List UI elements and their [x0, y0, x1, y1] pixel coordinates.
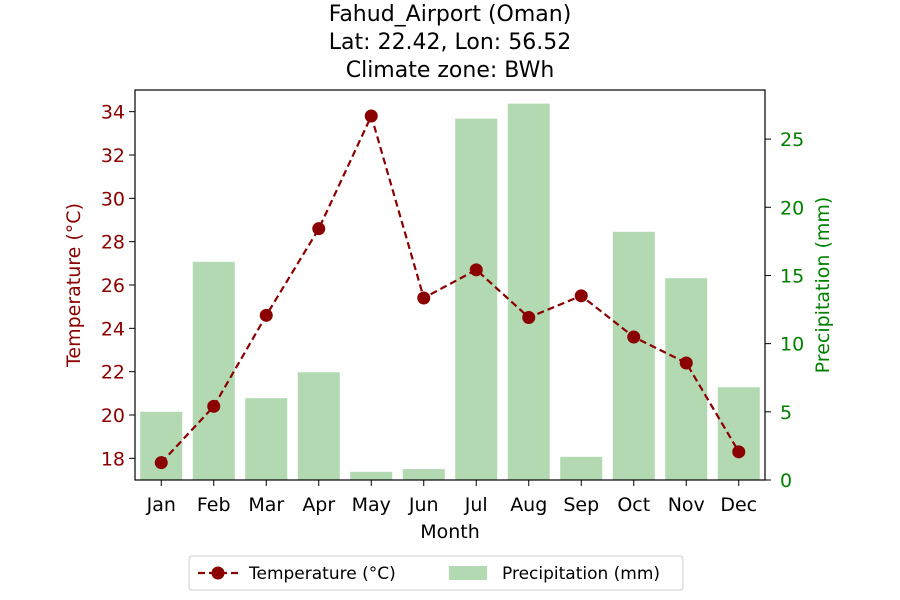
temp-point-jul	[469, 263, 483, 277]
precip-bar-may	[350, 471, 393, 480]
legend-bar-marker	[449, 566, 487, 580]
legend-label-temperature: Temperature (°C)	[248, 564, 396, 584]
x-tick-label-aug: Aug	[510, 494, 547, 516]
right-tick-label-5: 5	[780, 402, 792, 424]
x-tick-label-dec: Dec	[720, 494, 757, 516]
precip-bar-oct	[612, 231, 655, 480]
temp-point-may	[364, 109, 378, 123]
temp-point-dec	[732, 445, 746, 459]
right-tick-label-15: 15	[780, 265, 804, 287]
precip-bar-dec	[717, 387, 760, 480]
chart-title: Fahud_Airport (Oman) Lat: 22.42, Lon: 56…	[329, 2, 572, 83]
temp-point-mar	[259, 308, 273, 322]
x-tick-label-feb: Feb	[197, 494, 231, 516]
precip-bar-aug	[507, 103, 550, 481]
temp-point-aug	[522, 311, 536, 324]
temp-point-oct	[627, 330, 641, 344]
temp-point-jan	[154, 456, 168, 470]
temperature-line	[154, 109, 746, 470]
precip-bar-feb	[192, 261, 235, 480]
precip-bar-nov	[665, 278, 708, 480]
left-tick-label-20: 20	[101, 405, 125, 427]
right-tick-label-0: 0	[780, 470, 792, 492]
title-line-2: Lat: 22.42, Lon: 56.52	[329, 30, 571, 55]
right-y-axis: 0 5 10 15 20 25	[765, 129, 804, 492]
legend-dot-marker	[211, 566, 225, 580]
left-tick-label-34: 34	[101, 102, 125, 124]
x-axis: Jan Feb Mar Apr May Jun Jul Aug Sep Oct Nov Dec	[146, 480, 757, 516]
title-line-3: Climate zone: BWh	[346, 58, 555, 83]
temp-point-feb	[207, 399, 221, 413]
temperature-line-path	[160, 112, 740, 464]
right-tick-label-10: 10	[780, 334, 804, 356]
precip-bar-jun	[402, 469, 445, 480]
x-tick-label-oct: Oct	[617, 494, 650, 516]
x-tick-label-may: May	[352, 494, 391, 516]
left-tick-label-30: 30	[101, 188, 125, 210]
left-tick-label-24: 24	[101, 318, 125, 340]
title-line-1: Fahud_Airport (Oman)	[329, 2, 572, 27]
left-tick-label-28: 28	[101, 232, 125, 254]
x-tick-label-nov: Nov	[668, 494, 705, 516]
left-tick-label-22: 22	[101, 362, 125, 384]
left-tick-label-18: 18	[101, 448, 125, 470]
precip-bar-mar	[245, 398, 288, 480]
left-tick-label-26: 26	[101, 275, 125, 297]
left-y-axis: 18 20 22 24 26 28 30 32 34	[101, 102, 135, 470]
x-tick-label-mar: Mar	[248, 494, 284, 516]
precip-bar-jul	[455, 118, 498, 481]
temp-point-apr	[312, 222, 326, 236]
precip-bar-sep	[560, 456, 603, 480]
right-tick-label-20: 20	[780, 197, 804, 219]
legend-box	[188, 555, 684, 591]
legend: Temperature (°C) Precipitation (mm)	[188, 555, 684, 591]
x-tick-label-jul: Jul	[464, 494, 488, 516]
x-tick-label-apr: Apr	[302, 494, 335, 516]
precipitation-bars	[140, 103, 760, 481]
precip-bar-apr	[297, 372, 340, 480]
x-axis-label: Month	[420, 521, 480, 543]
right-tick-label-25: 25	[780, 129, 804, 151]
x-tick-label-jun: Jun	[408, 494, 439, 516]
legend-label-precipitation: Precipitation (mm)	[502, 564, 660, 584]
temp-point-sep	[574, 289, 588, 303]
x-tick-label-sep: Sep	[563, 494, 599, 516]
temp-point-jun	[417, 291, 431, 305]
left-tick-label-32: 32	[101, 145, 125, 167]
left-axis-label: Temperature (°C)	[63, 203, 85, 368]
right-axis-label: Precipitation (mm)	[812, 197, 834, 374]
temp-point-nov	[679, 356, 693, 370]
x-tick-label-jan: Jan	[146, 494, 176, 516]
